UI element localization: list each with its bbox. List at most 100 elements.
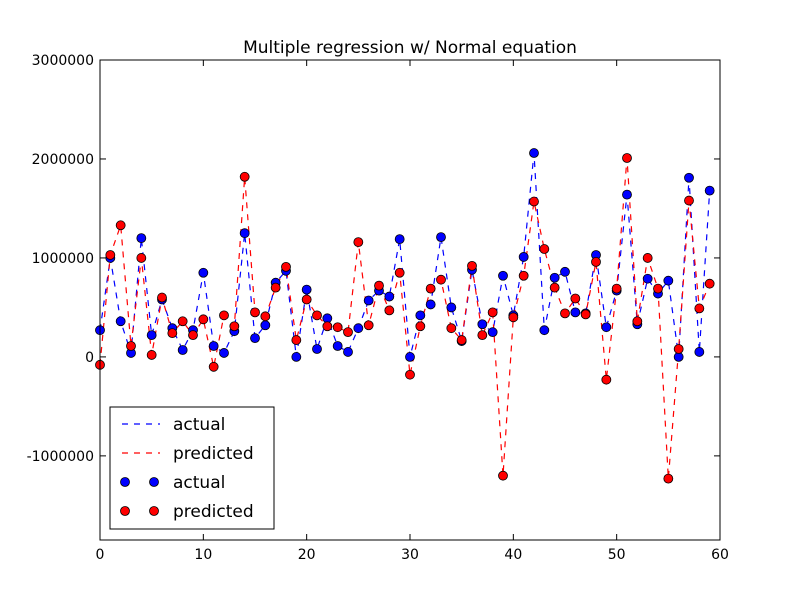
data-point-predicted <box>270 282 281 293</box>
x-tick-label: 10 <box>194 547 212 563</box>
data-point-predicted <box>446 323 457 334</box>
data-point-predicted <box>405 369 415 380</box>
legend-actual-marker-swatch-right <box>149 477 159 487</box>
data-point-actual <box>446 302 457 313</box>
legend-label-actual-marker: actual <box>173 473 225 493</box>
y-tick-label: 2000000 <box>32 152 94 168</box>
data-point-predicted <box>611 283 622 294</box>
data-point-predicted <box>198 314 209 325</box>
data-point-actual <box>177 345 188 355</box>
data-point-actual <box>384 291 395 302</box>
x-tick-label: 60 <box>711 547 729 563</box>
data-point-actual <box>684 172 694 183</box>
data-point-predicted <box>281 261 291 272</box>
data-point-predicted <box>353 237 364 248</box>
data-point-actual <box>250 333 260 344</box>
data-point-predicted <box>384 305 395 316</box>
data-point-predicted <box>570 293 581 304</box>
data-point-predicted <box>487 307 498 318</box>
data-point-actual <box>694 347 705 357</box>
data-point-actual <box>415 310 426 321</box>
data-point-predicted <box>632 316 643 327</box>
data-point-predicted <box>518 270 529 281</box>
data-point-predicted <box>136 253 147 263</box>
data-point-actual <box>353 323 364 334</box>
data-point-predicted <box>394 267 405 278</box>
data-point-actual <box>239 228 250 239</box>
data-point-actual <box>208 341 219 351</box>
data-point-actual <box>136 233 147 244</box>
series-actual-line <box>99 152 711 358</box>
data-point-predicted <box>529 196 539 207</box>
data-point-predicted <box>322 321 333 332</box>
legend-actual-marker-swatch-left <box>120 477 130 487</box>
data-point-actual <box>663 275 674 286</box>
y-tick-label: 3000000 <box>32 53 94 69</box>
data-point-predicted <box>704 278 715 289</box>
data-point-actual <box>539 325 550 336</box>
ticks-layer: 0 10 20 30 40 50 60 -1000000 0 1000000 2000000 3000… <box>27 53 729 563</box>
data-point-predicted <box>425 283 436 294</box>
data-point-predicted <box>312 310 322 321</box>
data-point-predicted <box>663 473 674 484</box>
data-point-predicted <box>601 374 612 385</box>
data-point-actual <box>219 348 229 358</box>
data-point-predicted <box>436 274 446 285</box>
x-tick-label: 0 <box>96 547 105 563</box>
data-point-predicted <box>363 320 374 331</box>
data-point-actual <box>425 299 436 310</box>
x-tick-label: 40 <box>504 547 522 563</box>
data-point-actual <box>198 267 209 278</box>
data-point-predicted <box>126 341 136 351</box>
data-point-actual <box>498 270 508 281</box>
data-point-predicted <box>539 244 550 254</box>
data-point-predicted <box>415 321 426 332</box>
data-point-predicted <box>343 327 353 338</box>
data-point-actual <box>601 322 612 333</box>
x-tick-label: 30 <box>401 547 419 563</box>
data-point-predicted <box>673 344 684 354</box>
series-layer <box>95 148 715 484</box>
legend-label-predicted-line: predicted <box>173 444 254 464</box>
data-point-predicted <box>508 312 519 323</box>
data-point-predicted <box>560 308 570 319</box>
data-point-predicted <box>115 220 126 231</box>
data-point-actual <box>570 307 581 318</box>
data-point-predicted <box>374 280 384 291</box>
x-tick-label: 50 <box>608 547 626 563</box>
data-point-predicted <box>177 316 188 327</box>
data-point-predicted <box>208 361 219 372</box>
data-point-predicted <box>250 307 260 318</box>
data-point-actual <box>529 148 539 158</box>
legend-label-actual-line: actual <box>173 415 225 435</box>
data-point-actual <box>332 341 343 351</box>
legend-predicted-marker-swatch-right <box>149 506 159 516</box>
x-tick-label: 20 <box>298 547 316 563</box>
data-point-predicted <box>580 309 591 320</box>
legend-box <box>109 406 275 530</box>
data-point-actual <box>560 266 570 277</box>
data-point-predicted <box>260 311 271 322</box>
data-point-actual <box>115 316 126 327</box>
data-point-predicted <box>239 171 250 182</box>
data-point-actual <box>622 189 632 200</box>
data-point-predicted <box>642 253 653 263</box>
data-point-predicted <box>467 260 477 271</box>
data-point-predicted <box>622 153 632 163</box>
data-point-actual <box>436 232 446 243</box>
data-point-actual <box>487 327 498 338</box>
legend-label-predicted-marker: predicted <box>173 502 254 522</box>
legend-predicted-marker-swatch-left <box>120 506 130 516</box>
data-point-predicted <box>219 310 229 321</box>
data-point-actual <box>301 284 312 295</box>
y-tick-label: -1000000 <box>27 449 94 465</box>
data-point-predicted <box>188 330 198 341</box>
data-point-predicted <box>301 294 312 305</box>
data-point-actual <box>394 234 405 245</box>
data-point-actual <box>518 252 529 262</box>
data-point-predicted <box>146 350 157 360</box>
data-point-predicted <box>456 335 467 345</box>
data-point-predicted <box>498 470 508 481</box>
data-point-predicted <box>167 328 178 339</box>
